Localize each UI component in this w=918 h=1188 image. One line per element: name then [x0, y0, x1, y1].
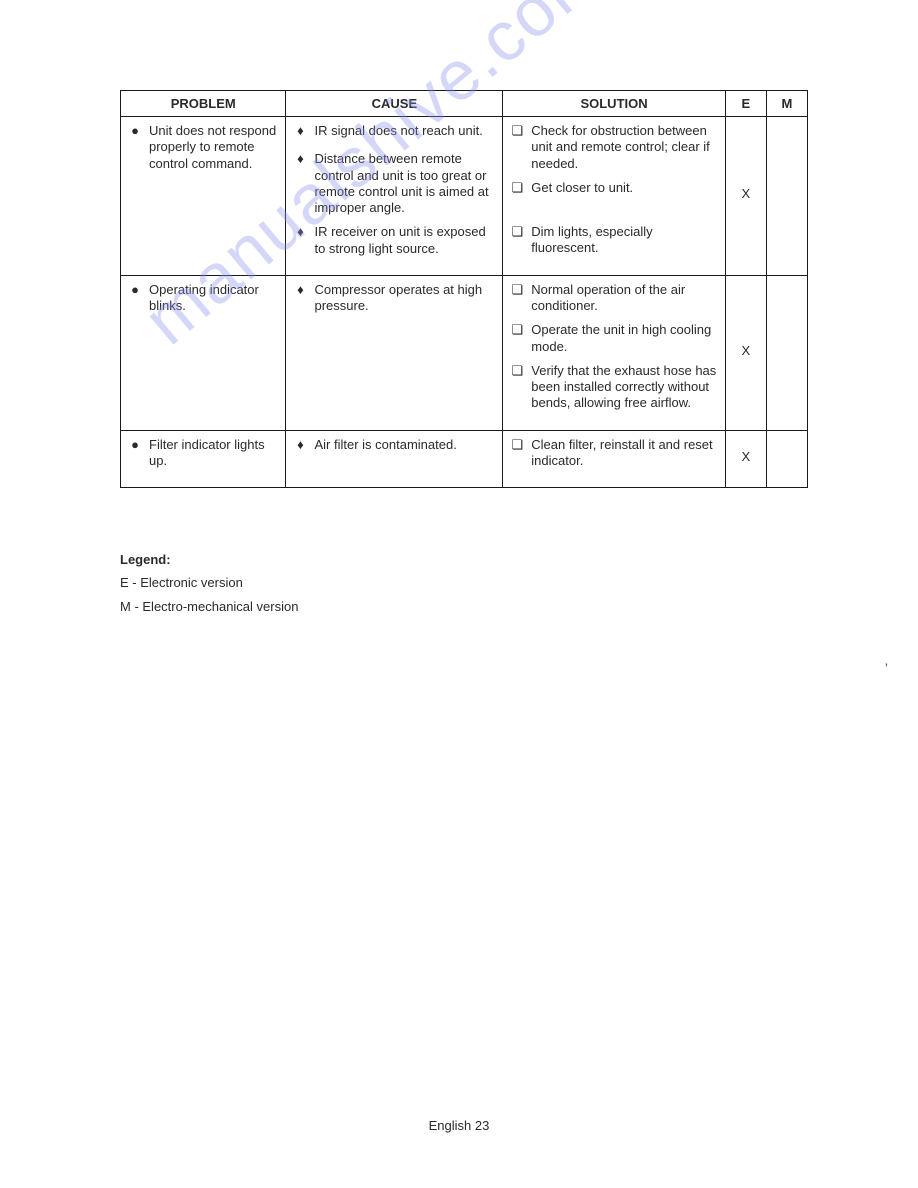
page-footer: English 23 [0, 1118, 918, 1133]
m-cell [766, 430, 807, 488]
problem-text: Operating indicator blinks. [149, 282, 277, 315]
solution-cell: ❏ Clean filter, reinstall it and reset i… [503, 430, 726, 488]
header-solution: SOLUTION [503, 91, 726, 117]
bullet-square-icon: ❏ [511, 123, 523, 172]
problem-text: Filter indicator lights up. [149, 437, 277, 470]
header-e: E [725, 91, 766, 117]
table-row: ● Filter indicator lights up. ♦ Air filt… [121, 430, 808, 488]
cause-text: Air filter is contaminated. [314, 437, 494, 453]
legend-block: Legend: E - Electronic version M - Elect… [120, 548, 808, 618]
troubleshooting-table: PROBLEM CAUSE SOLUTION E M ● Unit does n… [120, 90, 808, 488]
problem-cell: ● Operating indicator blinks. [121, 275, 286, 430]
legend-m: M - Electro-mechanical version [120, 595, 808, 618]
table-header-row: PROBLEM CAUSE SOLUTION E M [121, 91, 808, 117]
legend-title: Legend: [120, 548, 808, 571]
header-cause: CAUSE [286, 91, 503, 117]
header-problem: PROBLEM [121, 91, 286, 117]
bullet-diamond-icon: ♦ [294, 282, 306, 315]
problem-cell: ● Unit does not respond properly to remo… [121, 117, 286, 276]
e-cell: X [725, 430, 766, 488]
cause-text: IR signal does not reach unit. [314, 123, 494, 139]
solution-cell: ❏ Check for obstruction between unit and… [503, 117, 726, 276]
bullet-disc-icon: ● [129, 437, 141, 470]
header-m: M [766, 91, 807, 117]
solution-text: Verify that the exhaust hose has been in… [531, 363, 717, 412]
problem-cell: ● Filter indicator lights up. [121, 430, 286, 488]
solution-text: Dim lights, especially fluorescent. [531, 224, 717, 257]
manual-page: PROBLEM CAUSE SOLUTION E M ● Unit does n… [0, 0, 918, 618]
bullet-square-icon: ❏ [511, 363, 523, 412]
bullet-disc-icon: ● [129, 282, 141, 315]
bullet-square-icon: ❏ [511, 282, 523, 315]
solution-text: Check for obstruction between unit and r… [531, 123, 717, 172]
cause-text: Distance between remote control and unit… [314, 151, 494, 216]
bullet-square-icon: ❏ [511, 180, 523, 196]
m-cell [766, 117, 807, 276]
bullet-square-icon: ❏ [511, 322, 523, 355]
bullet-diamond-icon: ♦ [294, 224, 306, 257]
table-row: ● Operating indicator blinks. ♦ Compress… [121, 275, 808, 430]
cause-text: Compressor operates at high pressure. [314, 282, 494, 315]
bullet-disc-icon: ● [129, 123, 141, 172]
solution-text: Normal operation of the air conditioner. [531, 282, 717, 315]
cause-cell: ♦ Air filter is contaminated. [286, 430, 503, 488]
cause-cell: ♦ Compressor operates at high pressure. [286, 275, 503, 430]
solution-text: Get closer to unit. [531, 180, 717, 196]
solution-text: Clean filter, reinstall it and reset ind… [531, 437, 717, 470]
bullet-diamond-icon: ♦ [294, 123, 306, 139]
problem-text: Unit does not respond properly to remote… [149, 123, 277, 172]
stray-mark-icon: ’ [885, 660, 888, 676]
legend-e: E - Electronic version [120, 571, 808, 594]
cause-cell: ♦ IR signal does not reach unit. ♦ Dista… [286, 117, 503, 276]
bullet-diamond-icon: ♦ [294, 151, 306, 216]
cause-text: IR receiver on unit is exposed to strong… [314, 224, 494, 257]
e-cell: X [725, 117, 766, 276]
bullet-diamond-icon: ♦ [294, 437, 306, 453]
m-cell [766, 275, 807, 430]
solution-cell: ❏ Normal operation of the air conditione… [503, 275, 726, 430]
e-cell: X [725, 275, 766, 430]
bullet-square-icon: ❏ [511, 437, 523, 470]
table-row: ● Unit does not respond properly to remo… [121, 117, 808, 276]
solution-text: Operate the unit in high cooling mode. [531, 322, 717, 355]
bullet-square-icon: ❏ [511, 224, 523, 257]
